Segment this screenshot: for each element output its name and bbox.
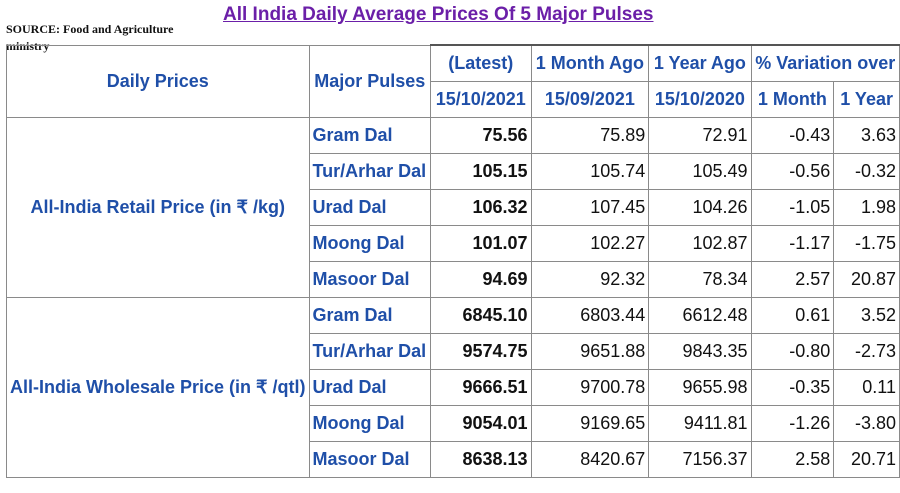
latest-price: 8638.13	[430, 440, 532, 478]
year-ago-price: 9843.35	[648, 332, 752, 370]
year-ago-price: 9655.98	[648, 368, 752, 406]
header-row-2: 15/10/2021 15/09/2021 15/10/2020 1 Month…	[7, 80, 900, 118]
pulse-name: Gram Dal	[308, 296, 431, 334]
header-major-pulses: Major Pulses	[308, 44, 431, 118]
month-ago-price: 8420.67	[530, 440, 650, 478]
table-row: All-India Retail Price (in ₹ /kg) Gram Da…	[6, 116, 900, 298]
variation-1-year: 20.87	[833, 260, 900, 298]
pulse-name: Urad Dal	[308, 368, 431, 406]
variation-1-year: -2.73	[833, 332, 900, 370]
month-ago-price: 9700.78	[530, 368, 650, 406]
year-ago-price: 72.91	[648, 116, 752, 154]
price-group-label: All-India Retail Price (in ₹ /kg)	[6, 116, 310, 298]
month-ago-price: 107.45	[530, 188, 650, 226]
month-ago-price: 92.32	[530, 260, 650, 298]
header-variation: % Variation over	[750, 44, 900, 82]
variation-1-month: -0.43	[750, 116, 835, 154]
header-latest-date: 15/10/2021	[430, 80, 532, 118]
variation-1-month: -0.56	[750, 152, 835, 190]
variation-1-month: 2.57	[750, 260, 835, 298]
month-ago-price: 75.89	[530, 116, 650, 154]
month-ago-price: 9651.88	[530, 332, 650, 370]
variation-1-year: -1.75	[833, 224, 900, 262]
latest-price: 9574.75	[430, 332, 532, 370]
table-row: Moong Dal 9054.01 9169.65 9411.81 -1.26 -3.80	[7, 404, 900, 442]
variation-1-year: 1.98	[833, 188, 900, 226]
month-ago-price: 105.74	[530, 152, 650, 190]
latest-price: 6845.10	[430, 296, 532, 334]
variation-1-month: -1.05	[750, 188, 835, 226]
table-row: All-India Wholesale Price (in ₹ /qtl) Gra…	[6, 296, 900, 478]
header-month-ago: 1 Month Ago	[530, 44, 650, 82]
year-ago-price: 78.34	[648, 260, 752, 298]
header-var-1-month: 1 Month	[750, 80, 835, 118]
page-title: All India Daily Average Prices Of 5 Majo…	[223, 4, 654, 25]
variation-1-month: -1.26	[750, 404, 835, 442]
month-ago-price: 102.27	[530, 224, 650, 262]
pulse-name: Gram Dal	[308, 116, 431, 154]
year-ago-price: 104.26	[648, 188, 752, 226]
header-year-ago-date: 15/10/2020	[648, 80, 752, 118]
pulse-name: Urad Dal	[308, 188, 431, 226]
table-row: Tur/Arhar Dal 105.15 105.74 105.49 -0.56 -0.3…	[7, 152, 900, 190]
variation-1-year: 20.71	[833, 440, 900, 478]
table-row: Tur/Arhar Dal 9574.75 9651.88 9843.35 -0.80-…	[7, 332, 900, 370]
latest-price: 9054.01	[430, 404, 532, 442]
table-row: Moong Dal 101.07 102.27 102.87 -1.17 -1.75	[7, 224, 900, 262]
variation-1-year: 0.11	[833, 368, 900, 406]
header-month-ago-date: 15/09/2021	[530, 80, 650, 118]
price-group-label: All-India Wholesale Price (in ₹ /qtl)	[6, 296, 310, 478]
month-ago-price: 9169.65	[530, 404, 650, 442]
header-latest: (Latest)	[430, 44, 532, 82]
header-var-1-year: 1 Year	[833, 80, 900, 118]
variation-1-year: -0.32	[833, 152, 900, 190]
latest-price: 94.69	[430, 260, 532, 298]
variation-1-year: -3.80	[833, 404, 900, 442]
pulse-name: Moong Dal	[308, 224, 431, 262]
latest-price: 9666.51	[430, 368, 532, 406]
year-ago-price: 102.87	[648, 224, 752, 262]
variation-1-month: -1.17	[750, 224, 835, 262]
year-ago-price: 105.49	[648, 152, 752, 190]
variation-1-month: 2.58	[750, 440, 835, 478]
table-row: Urad Dal 9666.51 9700.78 9655.98 -0.35 0.11	[7, 368, 900, 406]
pulse-name: Tur/Arhar Dal	[308, 152, 431, 190]
variation-1-month: -0.35	[750, 368, 835, 406]
variation-1-year: 3.63	[833, 116, 900, 154]
latest-price: 106.32	[430, 188, 532, 226]
year-ago-price: 7156.37	[648, 440, 752, 478]
header-row-1: Daily Prices Major Pulses (Latest) 1 Mon…	[6, 44, 900, 118]
pulse-name: Masoor Dal	[308, 260, 431, 298]
pulse-name: Tur/Arhar Dal	[308, 332, 431, 370]
variation-1-year: 3.52	[833, 296, 900, 334]
header-daily-prices: Daily Prices	[6, 44, 310, 118]
year-ago-price: 6612.48	[648, 296, 752, 334]
pulse-name: Masoor Dal	[308, 440, 431, 478]
table-row: Masoor Dal 8638.13 8420.67 7156.37 2.58 20.71	[7, 440, 900, 478]
latest-price: 105.15	[430, 152, 532, 190]
latest-price: 75.56	[430, 116, 532, 154]
variation-1-month: -0.80	[750, 332, 835, 370]
month-ago-price: 6803.44	[530, 296, 650, 334]
header-year-ago: 1 Year Ago	[648, 44, 752, 82]
pulse-name: Moong Dal	[308, 404, 431, 442]
latest-price: 101.07	[430, 224, 532, 262]
prices-table: Daily Prices Major Pulses (Latest) 1 Mon…	[6, 44, 900, 478]
variation-1-month: 0.61	[750, 296, 835, 334]
year-ago-price: 9411.81	[648, 404, 752, 442]
